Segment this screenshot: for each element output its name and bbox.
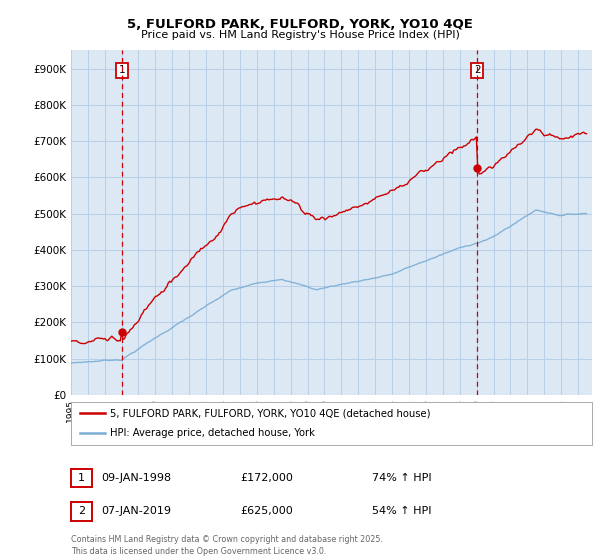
Text: 5, FULFORD PARK, FULFORD, YORK, YO10 4QE: 5, FULFORD PARK, FULFORD, YORK, YO10 4QE [127, 18, 473, 31]
Text: Price paid vs. HM Land Registry's House Price Index (HPI): Price paid vs. HM Land Registry's House … [140, 30, 460, 40]
Text: 07-JAN-2019: 07-JAN-2019 [101, 506, 172, 516]
Text: Contains HM Land Registry data © Crown copyright and database right 2025.
This d: Contains HM Land Registry data © Crown c… [71, 535, 383, 556]
Text: 1: 1 [119, 66, 125, 76]
Text: 09-JAN-1998: 09-JAN-1998 [101, 473, 172, 483]
Text: HPI: Average price, detached house, York: HPI: Average price, detached house, York [110, 428, 315, 438]
Text: 2: 2 [78, 506, 85, 516]
Text: £625,000: £625,000 [240, 506, 293, 516]
Text: 5, FULFORD PARK, FULFORD, YORK, YO10 4QE (detached house): 5, FULFORD PARK, FULFORD, YORK, YO10 4QE… [110, 408, 430, 418]
Text: 1: 1 [78, 473, 85, 483]
Text: 54% ↑ HPI: 54% ↑ HPI [372, 506, 431, 516]
Text: 74% ↑ HPI: 74% ↑ HPI [372, 473, 431, 483]
Text: £172,000: £172,000 [240, 473, 293, 483]
Text: 2: 2 [474, 66, 481, 76]
